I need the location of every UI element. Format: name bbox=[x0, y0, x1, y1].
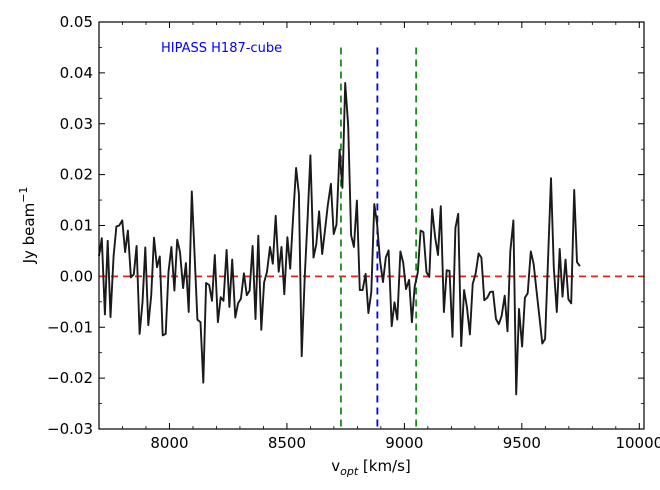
x-tick-label: 10000 bbox=[615, 434, 660, 452]
plot-frame bbox=[98, 21, 645, 430]
x-axis-label-suffix: [km/s] bbox=[358, 457, 411, 475]
cube-annotation: HIPASS H187-cube bbox=[161, 41, 282, 56]
y-tick-label: −0.02 bbox=[47, 369, 93, 387]
spectrum-line bbox=[98, 82, 581, 396]
y-tick-label: 0.00 bbox=[60, 267, 93, 285]
y-axis-label-text: Jy beam bbox=[20, 203, 38, 265]
y-tick-label: −0.03 bbox=[47, 420, 93, 438]
y-tick-label: 0.03 bbox=[60, 115, 93, 133]
x-tick-label: 8000 bbox=[150, 434, 188, 452]
x-axis-label-prefix: v bbox=[331, 457, 340, 475]
x-tick-label: 9000 bbox=[385, 434, 423, 452]
axis-tick-labels: 8000 8500 9000 9500 10000 −0.03 −0.02 −0.01 0.00… bbox=[47, 13, 660, 452]
y-tick-label: 0.05 bbox=[60, 13, 93, 31]
series-group bbox=[98, 82, 581, 396]
axis-ticks bbox=[98, 21, 644, 430]
y-axis-label-superscript: −1 bbox=[17, 187, 30, 203]
y-axis-label: Jy beam−1 bbox=[17, 187, 38, 265]
y-tick-label: 0.01 bbox=[60, 217, 93, 235]
y-tick-label: 0.02 bbox=[60, 166, 93, 184]
x-axis-label-subscript: opt bbox=[340, 465, 359, 478]
reference-lines bbox=[99, 47, 644, 429]
x-tick-label: 9500 bbox=[503, 434, 541, 452]
x-axis-label: vopt [km/s] bbox=[331, 457, 411, 478]
x-tick-label: 8500 bbox=[268, 434, 306, 452]
y-tick-label: 0.04 bbox=[60, 64, 93, 82]
y-tick-label: −0.01 bbox=[47, 318, 93, 336]
